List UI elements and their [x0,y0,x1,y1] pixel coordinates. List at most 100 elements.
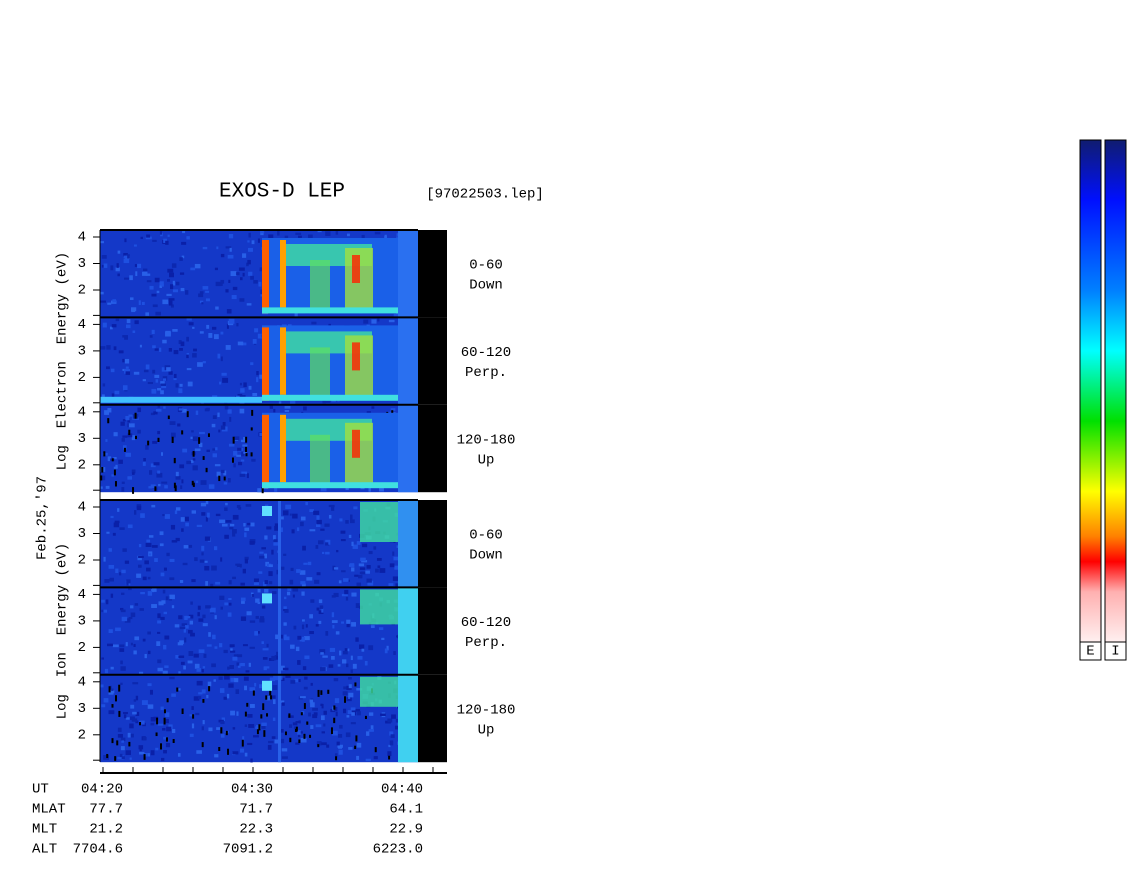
noise [283,622,287,626]
noise [242,736,245,741]
noise [236,272,240,276]
feature [262,394,400,401]
noise [333,705,336,710]
noise [335,230,339,235]
noise [194,448,201,451]
noise [141,301,145,305]
noise [206,407,210,411]
noise [339,724,343,729]
noise [329,647,336,652]
noise [269,677,276,682]
noise [344,589,349,595]
noise [265,695,268,700]
noise [272,717,276,721]
noise [195,410,199,415]
noise [147,591,153,596]
noise [140,513,145,518]
noise [259,269,264,272]
direction-label: Down [469,548,503,564]
noise [243,523,246,527]
noise [289,737,292,743]
noise [155,379,159,383]
noise [119,527,125,530]
noise [245,453,248,457]
noise [309,631,314,635]
noise [223,649,228,654]
noise [129,297,134,300]
noise [346,715,350,718]
noise [186,411,189,418]
noise [228,318,235,324]
feature [310,434,330,485]
noise [118,459,123,464]
noise [111,704,114,708]
noise [299,570,306,575]
noise [166,552,170,557]
noise [151,329,155,335]
noise [151,504,156,508]
noise [223,482,228,485]
noise [375,568,379,573]
y-tick-label: 4 [78,230,86,246]
noise [170,304,174,308]
noise [228,443,235,447]
noise [213,546,218,551]
noise [104,579,110,583]
noise [328,504,335,508]
noise [368,712,374,716]
noise [295,232,302,235]
noise [346,697,352,702]
noise [100,346,106,350]
noise [330,727,333,735]
noise [118,350,124,354]
edge-band [398,500,418,588]
noise [305,624,308,628]
noise [163,406,166,409]
noise [147,704,154,709]
noise [178,615,183,620]
spectrogram-panel [100,499,447,589]
noise [342,659,347,664]
noise [350,655,353,661]
noise [330,708,336,713]
noise [122,419,127,422]
noise [357,711,361,716]
noise [150,750,155,756]
noise [209,607,216,613]
noise [161,757,165,762]
noise [161,600,166,604]
noise [233,450,238,456]
noise [296,527,300,532]
noise [183,628,186,633]
noise [218,429,221,433]
edge-band [398,587,418,675]
noise [134,510,137,515]
noise [361,648,365,652]
noise [211,423,216,428]
noise [222,377,229,383]
noise [165,718,169,724]
noise [205,605,211,609]
noise [121,481,125,484]
noise [208,484,215,489]
noise [223,696,227,700]
noise [117,756,124,760]
noise [368,729,374,732]
noise [159,281,164,286]
noise [348,692,354,698]
noise [164,635,170,640]
noise [354,745,357,750]
noise [172,289,179,293]
noise [134,320,139,325]
noise [388,583,394,586]
noise [318,620,322,624]
noise [135,711,140,716]
noise [110,666,114,670]
table-cell: MLAT [32,802,66,818]
noise [362,543,368,548]
noise [145,364,150,370]
noise [244,752,248,757]
noise [162,339,167,344]
noise [316,741,322,746]
noise [338,746,343,749]
